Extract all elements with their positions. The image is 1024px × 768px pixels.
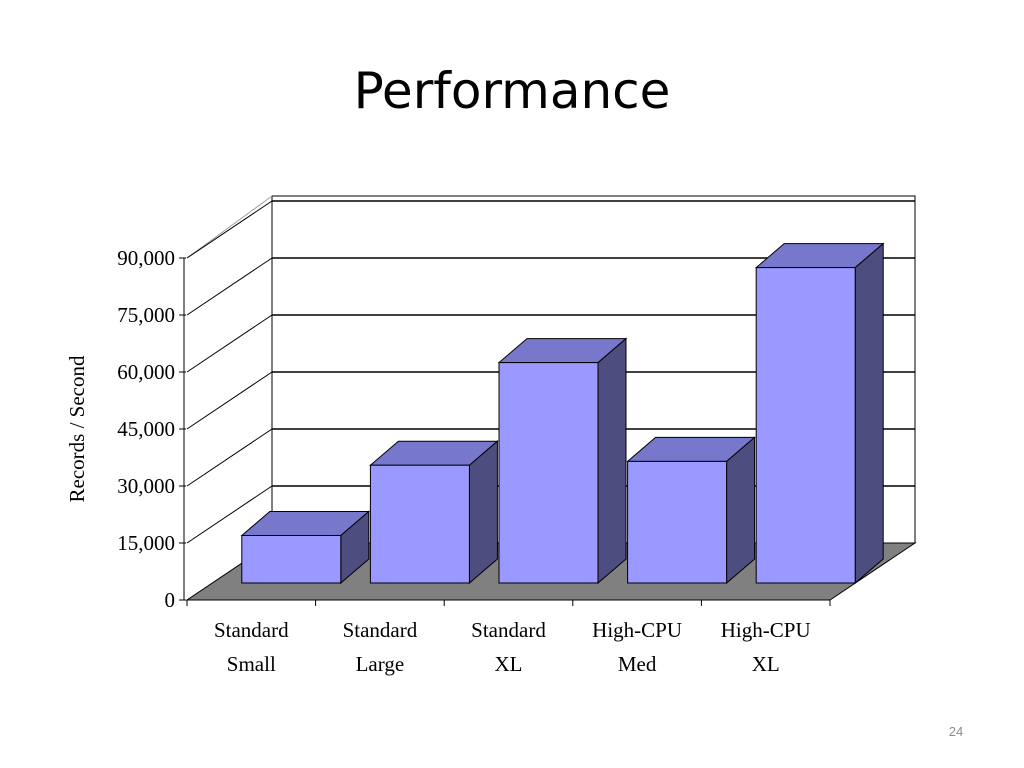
x-category-label: XL (752, 652, 780, 676)
gridline-side (186, 314, 273, 373)
y-tick-label: 75,000 (117, 303, 175, 327)
y-tick-label: 45,000 (117, 417, 175, 441)
gridline-side (186, 428, 273, 487)
bar-front-face (627, 460, 728, 584)
x-category-label: Standard (471, 618, 546, 642)
x-category-label: XL (495, 652, 523, 676)
x-category-label: Small (227, 652, 276, 676)
bar-side-face (726, 436, 756, 585)
gridline-side (186, 200, 273, 259)
bar-side-face (597, 337, 627, 585)
x-category-label: Standard (343, 618, 418, 642)
x-category-label: High-CPU (721, 618, 811, 642)
x-category-label: Standard (214, 618, 289, 642)
y-tick-label: 90,000 (117, 246, 175, 270)
bar-side-face (468, 440, 498, 585)
y-tick-label: 0 (165, 588, 176, 612)
slide-title: Performance (353, 62, 671, 120)
bar-front-face (369, 464, 470, 584)
x-category-label: High-CPU (592, 618, 682, 642)
gridline-side (186, 485, 273, 544)
bar (240, 510, 371, 585)
bar-front-face (241, 535, 342, 584)
y-tick-label: 60,000 (117, 360, 175, 384)
gridline-side (186, 257, 273, 316)
side-wall-top-edge (186, 195, 273, 259)
bar-front-face (498, 362, 599, 584)
gridline-side (186, 371, 273, 430)
x-category-label: Large (356, 652, 405, 676)
bar (369, 440, 499, 585)
bar (754, 242, 885, 585)
bar (626, 436, 756, 585)
bar-front-face (755, 267, 856, 584)
page-number: 24 (948, 724, 964, 739)
y-tick-label: 30,000 (117, 474, 175, 498)
y-axis-title: Records / Second (65, 355, 89, 502)
bar-side-face (854, 242, 884, 585)
y-tick-label: 15,000 (117, 531, 175, 555)
x-category-label: Med (618, 652, 657, 676)
bar (497, 337, 628, 585)
